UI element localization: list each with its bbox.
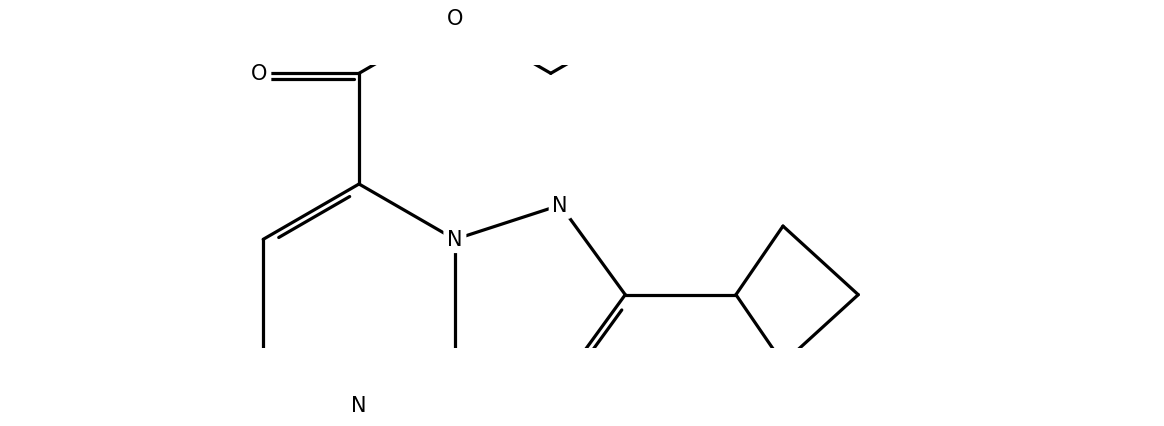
Text: N: N (447, 230, 462, 250)
Text: O: O (447, 9, 463, 29)
Text: O: O (251, 64, 268, 84)
Text: N: N (352, 395, 367, 415)
Text: N: N (553, 196, 568, 216)
